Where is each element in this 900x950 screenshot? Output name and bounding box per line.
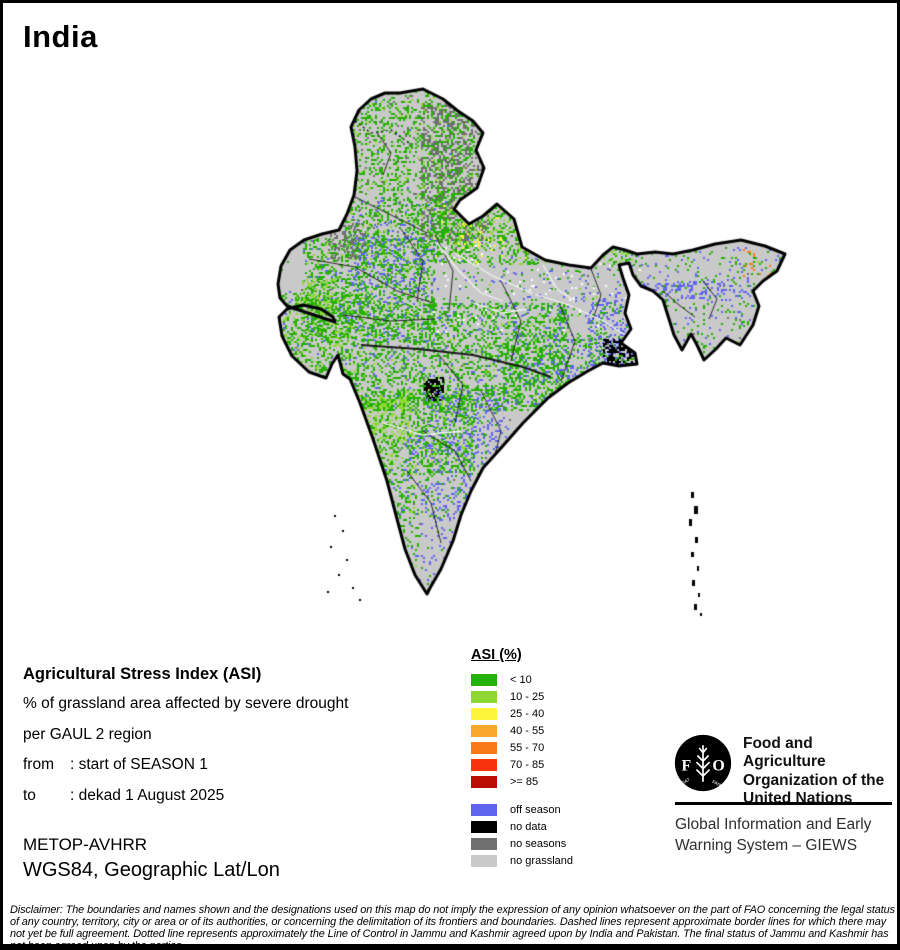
legend-other-classes: off season no data no seasons no grassland (471, 801, 573, 869)
legend-swatch (471, 673, 497, 686)
giews-name: Global Information and Early Warning Sys… (675, 815, 871, 856)
legend-row: no seasons (471, 835, 573, 852)
to-value: : dekad 1 August 2025 (70, 786, 225, 804)
giews-line: Global Information and Early (675, 816, 872, 833)
map-legend: ASI (%) < 10 10 - 25 25 - 40 40 - 55 55 - 70… (471, 647, 573, 869)
legend-label: 25 - 40 (510, 707, 545, 720)
legend-label: >= 85 (510, 775, 539, 788)
legend-swatch (471, 724, 497, 737)
description-line-1: % of grassland area affected by severe d… (23, 695, 349, 713)
legend-swatch (471, 758, 497, 771)
legend-title: ASI (%) (471, 647, 522, 663)
sensor-label: METOP-AVHRR (23, 835, 148, 854)
legend-label: no seasons (510, 837, 567, 850)
legend-swatch (471, 854, 497, 867)
projection-label: WGS84, Geographic Lat/Lon (23, 859, 280, 881)
fao-org-name: Food and Agriculture Organization of the… (743, 735, 897, 809)
fao-logo-letter-f: F (681, 758, 691, 775)
legend-swatch (471, 803, 497, 816)
description-heading: Agricultural Stress Index (ASI) (23, 665, 262, 683)
fao-logo: F O FIAT PANIS (674, 734, 732, 792)
legend-row: off season (471, 801, 573, 818)
legend-gap (471, 790, 573, 801)
page-title: India (23, 19, 98, 54)
fao-divider-rule (675, 802, 892, 805)
map-disclaimer: Disclaimer: The boundaries and names sho… (10, 904, 895, 950)
legend-swatch (471, 775, 497, 788)
legend-swatch (471, 690, 497, 703)
legend-row: 40 - 55 (471, 722, 573, 739)
legend-row: no data (471, 818, 573, 835)
legend-row: 70 - 85 (471, 756, 573, 773)
fao-motto-fiat: FIAT (680, 777, 691, 786)
fao-motto-panis: PANIS (711, 779, 725, 789)
legend-label: 10 - 25 (510, 690, 545, 703)
legend-swatch (471, 741, 497, 754)
legend-label: 70 - 85 (510, 758, 545, 771)
legend-label: < 10 (510, 673, 532, 686)
wheat-ear-icon (695, 745, 711, 782)
india-drought-map (3, 3, 897, 663)
fao-org-line: United Nations (743, 790, 853, 808)
legend-swatch (471, 707, 497, 720)
fao-org-line: Food and Agriculture (743, 735, 826, 771)
legend-row: 10 - 25 (471, 688, 573, 705)
legend-asi-classes: < 10 10 - 25 25 - 40 40 - 55 55 - 70 70 - 85 >… (471, 671, 573, 790)
from-label: from (23, 756, 54, 774)
legend-label: no grassland (510, 854, 573, 867)
legend-label: 55 - 70 (510, 741, 545, 754)
legend-label: 40 - 55 (510, 724, 545, 737)
legend-label: off season (510, 803, 561, 816)
legend-row: >= 85 (471, 773, 573, 790)
fao-org-line: Organization of the (743, 771, 885, 789)
legend-row: 25 - 40 (471, 705, 573, 722)
map-description: Agricultural Stress Index (ASI) % of gra… (23, 659, 348, 811)
giews-line: Warning System – GIEWS (675, 836, 858, 854)
date-to-row: to : dekad 1 August 2025 (23, 781, 348, 811)
legend-swatch (471, 837, 497, 850)
from-value: : start of SEASON 1 (70, 756, 208, 774)
legend-label: no data (510, 820, 547, 833)
date-from-row: from : start of SEASON 1 (23, 750, 348, 780)
legend-row: no grassland (471, 852, 573, 869)
legend-row: < 10 (471, 671, 573, 688)
description-line-2: per GAUL 2 region (23, 725, 152, 743)
to-label: to (23, 786, 36, 804)
legend-swatch (471, 820, 497, 833)
legend-row: 55 - 70 (471, 739, 573, 756)
fao-logo-letter-o: O (712, 758, 724, 775)
